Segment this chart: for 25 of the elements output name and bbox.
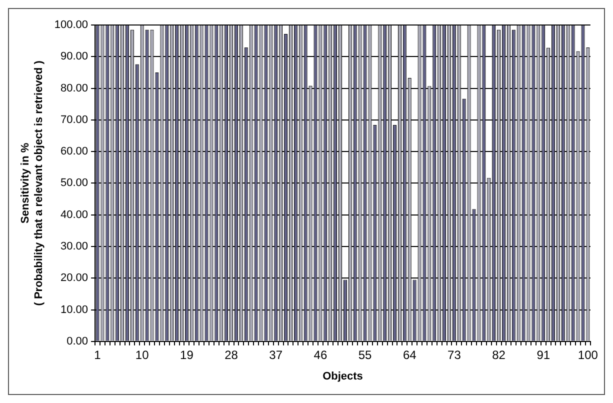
y-tick-label: 30.00 (60, 240, 88, 253)
x-tick-label: 46 (314, 348, 328, 362)
y-tick-label: 0.00 (66, 335, 88, 348)
x-tick-label: 10 (135, 348, 150, 362)
x-tick-label: 28 (224, 348, 238, 362)
y-tick-label: 90.00 (60, 50, 88, 63)
x-tick-label: 73 (448, 348, 462, 362)
x-tick-label: 55 (358, 348, 372, 362)
x-axis-title: Objects (322, 370, 363, 382)
y-tick-label: 70.00 (60, 114, 88, 126)
y-tick-label: 50.00 (60, 177, 88, 190)
x-tick-label: 19 (180, 348, 194, 362)
x-tick-label: 91 (536, 348, 550, 362)
x-tick-label: 37 (269, 348, 283, 362)
y-tick-label: 10.00 (60, 304, 88, 316)
y-tick-label: 60.00 (60, 146, 88, 158)
x-tick-label: 82 (492, 348, 506, 362)
y-tick-label: 20.00 (60, 272, 88, 284)
x-tick-label: 100 (578, 348, 598, 362)
y-tick-label: 40.00 (60, 208, 88, 221)
x-tick-label: 1 (94, 348, 102, 362)
y-tick-label: 100.00 (54, 19, 88, 32)
x-tick-label: 64 (402, 348, 417, 362)
y-axis-title: Sensitivity in % ( Probability that a relevant object is retrieved ) (20, 60, 45, 306)
y-tick-label: 80.00 (60, 82, 88, 94)
